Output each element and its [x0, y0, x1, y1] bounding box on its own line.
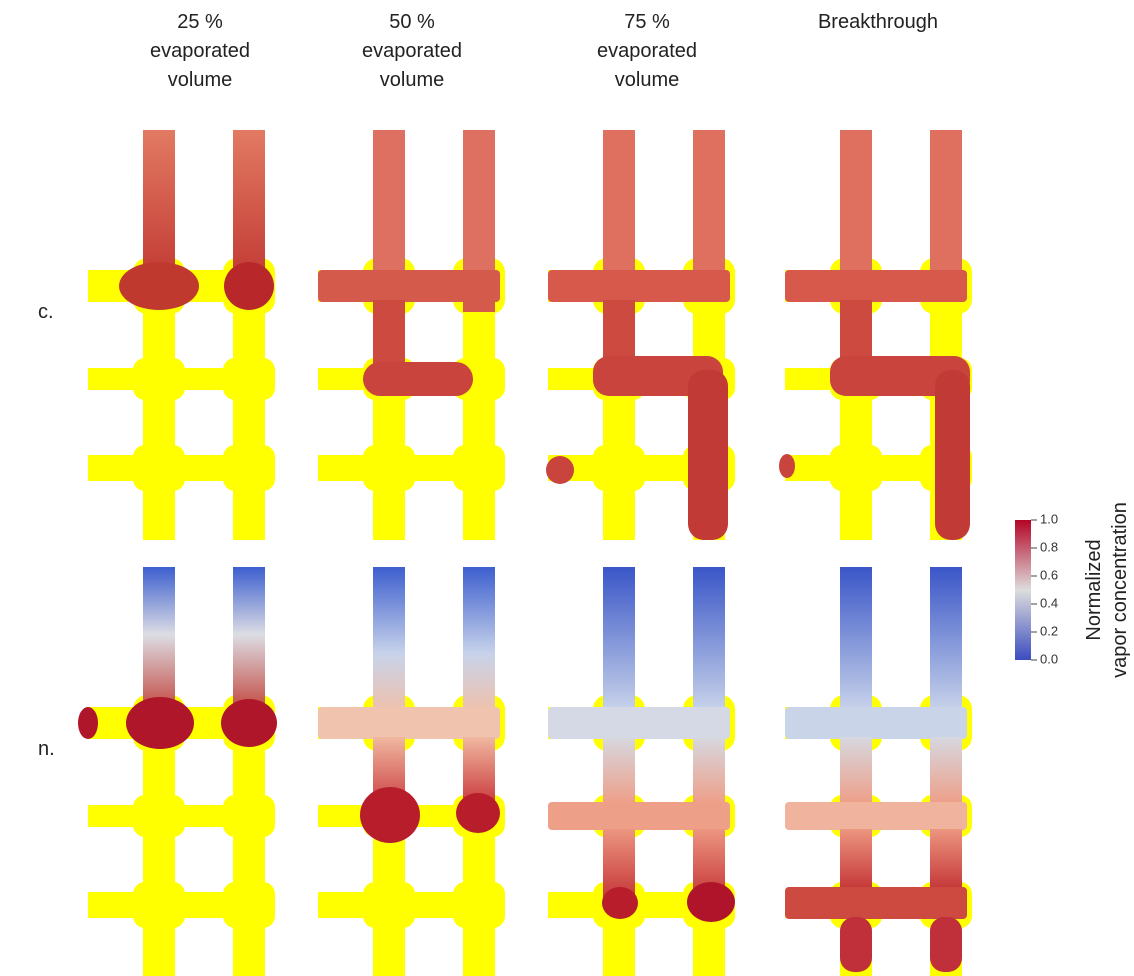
pore [223, 882, 275, 928]
column-title: 25 % [177, 11, 223, 33]
fluid [546, 456, 574, 484]
fluid [840, 130, 872, 280]
fluid [840, 737, 872, 807]
fluid [463, 130, 495, 280]
fluid [693, 567, 725, 712]
panels [78, 130, 972, 976]
fluid [840, 567, 872, 712]
fluid [233, 130, 265, 280]
fluid [779, 454, 795, 478]
colorbar-label: Normalized [1083, 539, 1105, 640]
fluid [463, 567, 495, 712]
column-title: volume [615, 69, 679, 91]
fluid [363, 362, 473, 396]
pore [223, 445, 275, 491]
fluid [360, 787, 420, 843]
micromodel [546, 130, 735, 540]
fluid [930, 567, 962, 712]
micromodel [88, 130, 275, 540]
column-title: evaporated [150, 40, 250, 62]
colorbar-tick-label: 0.0 [1040, 651, 1058, 666]
micromodel [78, 567, 277, 976]
fluid [688, 370, 728, 540]
fluid [233, 567, 265, 717]
colorbar-tick-label: 0.8 [1040, 539, 1058, 554]
row-label: c. [38, 301, 54, 323]
pore [830, 445, 882, 491]
micromodel [318, 567, 505, 976]
fluid [143, 130, 175, 280]
column-title: 50 % [389, 11, 435, 33]
fluid [935, 370, 970, 540]
fluid [548, 707, 730, 739]
column-title: volume [380, 69, 444, 91]
fluid [373, 567, 405, 712]
fluid [119, 262, 199, 310]
fluid [687, 882, 735, 922]
fluid [373, 130, 405, 280]
fluid [224, 262, 274, 310]
fluid [693, 130, 725, 280]
colorbar-tick-label: 0.4 [1040, 595, 1058, 610]
fluid [548, 270, 730, 302]
micromodel [548, 567, 735, 976]
fluid [785, 707, 967, 739]
colorbar [1015, 520, 1031, 660]
fluid [318, 270, 500, 302]
colorbar-tick-label: 0.2 [1040, 623, 1058, 638]
pore [363, 445, 415, 491]
column-title: volume [168, 69, 232, 91]
fluid [930, 917, 962, 972]
colorbar-tick-label: 0.6 [1040, 567, 1058, 582]
fluid [78, 707, 98, 739]
fluid [143, 567, 175, 717]
fluid [785, 802, 967, 830]
pore [133, 795, 185, 837]
fluid [840, 829, 872, 894]
fluid [318, 707, 500, 739]
fluid [785, 270, 967, 302]
colorbar-label: vapor concentration [1109, 502, 1131, 678]
fluid [930, 130, 962, 280]
fluid [463, 300, 495, 312]
pore [223, 358, 275, 400]
pore [453, 882, 505, 928]
pore [593, 445, 645, 491]
fluid [126, 697, 194, 749]
pore [223, 795, 275, 837]
micromodel [318, 130, 505, 540]
fluid [548, 802, 730, 830]
pore [133, 445, 185, 491]
pore [363, 882, 415, 928]
row-label: n. [38, 738, 55, 760]
fluid [456, 793, 500, 833]
fluid [840, 917, 872, 972]
pore [133, 882, 185, 928]
colorbar-tick-label: 1.0 [1040, 511, 1058, 526]
fluid [221, 699, 277, 747]
pore [453, 445, 505, 491]
micromodel [779, 130, 972, 540]
fluid [603, 737, 635, 807]
fluid [603, 130, 635, 280]
column-title: evaporated [597, 40, 697, 62]
pore [133, 358, 185, 400]
fluid [693, 737, 725, 807]
fluid [602, 887, 638, 919]
micromodel [785, 567, 972, 976]
fluid [930, 829, 962, 894]
column-title: Breakthrough [818, 11, 938, 33]
fluid [930, 737, 962, 807]
fluid [603, 567, 635, 712]
column-title: 75 % [624, 11, 670, 33]
fluid [785, 887, 967, 919]
column-title: evaporated [362, 40, 462, 62]
